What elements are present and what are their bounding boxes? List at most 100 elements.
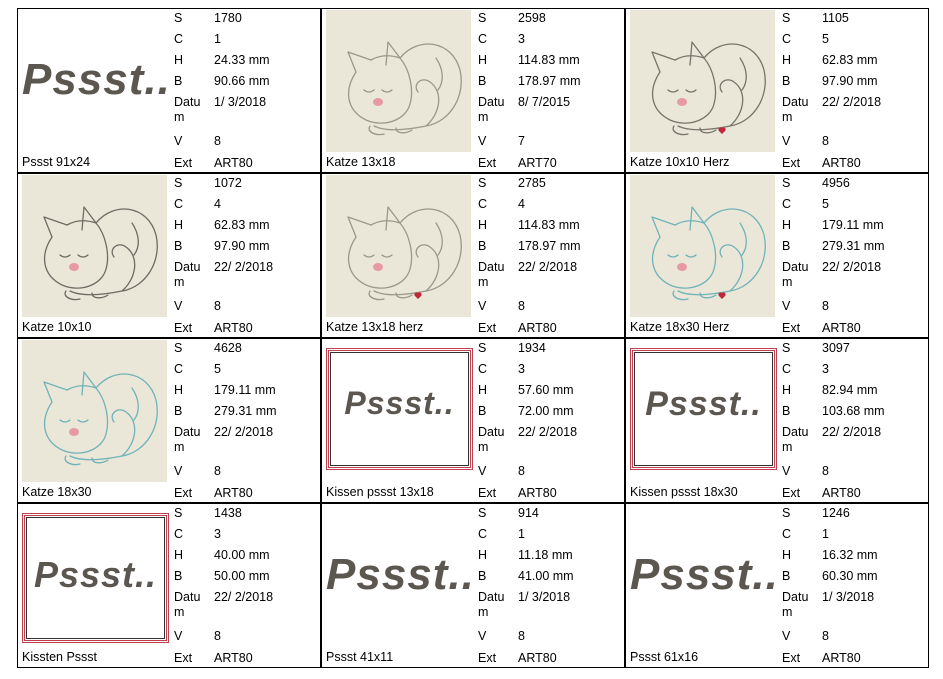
thumbnail	[630, 10, 775, 152]
field-value: ART80	[518, 486, 557, 500]
catalog-cell: Pssst.. Pssst 41x11 S 914 C 1 H 11.18 mm B 41.00 …	[321, 503, 625, 668]
cat-drawing	[22, 340, 167, 482]
field-value: 5	[214, 362, 221, 376]
item-name: Katze 18x30 Herz	[630, 320, 730, 334]
field-label: B	[174, 74, 183, 88]
field-label: B	[782, 569, 791, 583]
field-label: H	[174, 548, 184, 562]
thumbnail	[326, 10, 471, 152]
field-label: C	[174, 197, 184, 211]
field-value: 3	[518, 362, 525, 376]
field-label: Datum	[174, 95, 201, 124]
field-value: 62.83 mm	[822, 53, 878, 67]
thumbnail	[326, 175, 471, 317]
item-name: Katze 10x10 Herz	[630, 155, 730, 169]
field-label: B	[174, 404, 183, 418]
field-label: V	[174, 299, 183, 313]
field-label: S	[174, 506, 183, 520]
item-name: Katze 13x18	[326, 155, 396, 169]
field-value: 5	[822, 32, 829, 46]
field-label: V	[782, 299, 791, 313]
field-label: B	[782, 404, 791, 418]
field-value: 1	[518, 527, 525, 541]
field-label: C	[174, 362, 184, 376]
field-label: H	[782, 383, 792, 397]
field-value: 8	[518, 464, 525, 478]
field-label: B	[782, 239, 791, 253]
field-label: Ext	[478, 486, 497, 500]
pillow-text: Pssst..	[645, 385, 762, 423]
catalog-cell: Katze 18x30 Herz S 4956 C 5 H 179.11 mm B 279.31…	[625, 173, 929, 338]
field-value: 72.00 mm	[518, 404, 574, 418]
field-value: 40.00 mm	[214, 548, 270, 562]
field-value: 8	[214, 299, 221, 313]
catalog-cell: Katze 13x18 herz S 2785 C 4 H 114.83 mm B 178.97…	[321, 173, 625, 338]
cat-drawing	[326, 10, 471, 152]
field-value: 4	[518, 197, 525, 211]
field-label: Ext	[782, 321, 801, 335]
thumbnail: Pssst..	[326, 340, 473, 482]
thumbnail	[22, 175, 167, 317]
field-value: 8/ 7/2015	[518, 95, 571, 109]
field-label: V	[174, 629, 183, 643]
field-value: 22/ 2/2018	[518, 260, 578, 274]
field-label: S	[478, 506, 487, 520]
field-label: S	[478, 341, 487, 355]
item-name: Katze 18x30	[22, 485, 92, 499]
field-value: 1	[214, 32, 221, 46]
field-value: 90.66 mm	[214, 74, 270, 88]
item-name: Pssst 61x16	[630, 650, 699, 664]
catalog-cell: Katze 18x30 S 4628 C 5 H 179.11 mm B 279.31 mm Da…	[17, 338, 321, 503]
field-label: C	[782, 527, 792, 541]
pssst-text: Pssst..	[22, 55, 171, 104]
field-label: C	[174, 527, 184, 541]
field-value: 22/ 2/2018	[822, 425, 882, 439]
field-label: S	[782, 506, 791, 520]
field-value: 1/ 3/2018	[518, 590, 571, 604]
field-value: 22/ 2/2018	[822, 260, 882, 274]
field-label: V	[174, 134, 183, 148]
field-label: C	[478, 527, 488, 541]
catalog-cell: Pssst.. Kissen pssst 13x18 S 1934 C 3 H 57.60 m…	[321, 338, 625, 503]
field-label: V	[782, 464, 791, 478]
field-value: 22/ 2/2018	[214, 590, 274, 604]
field-value: 22/ 2/2018	[214, 425, 274, 439]
field-value: 8	[822, 464, 829, 478]
field-value: 62.83 mm	[214, 218, 270, 232]
field-value: 60.30 mm	[822, 569, 878, 583]
catalog-cell: Pssst.. Pssst 91x24 S 1780 C 1 H 24.33 mm B 90.66…	[17, 8, 321, 173]
field-value: 1/ 3/2018	[822, 590, 875, 604]
field-value: 8	[822, 299, 829, 313]
field-value: 4628	[214, 341, 242, 355]
field-label: H	[478, 383, 488, 397]
item-name: Kissen pssst 13x18	[326, 485, 434, 499]
field-label: B	[478, 239, 487, 253]
field-label: C	[782, 362, 792, 376]
field-label: H	[174, 218, 184, 232]
field-value: 279.31 mm	[822, 239, 885, 253]
field-value: 1105	[822, 11, 849, 25]
field-value: ART80	[822, 156, 861, 170]
field-label: B	[174, 239, 183, 253]
field-value: 3097	[822, 341, 850, 355]
field-value: 22/ 2/2018	[822, 95, 882, 109]
field-value: 2785	[518, 176, 546, 190]
pillow-frame: Pssst..	[630, 348, 777, 470]
item-name: Kissen pssst 18x30	[630, 485, 738, 499]
field-value: 1934	[518, 341, 546, 355]
cat-drawing	[630, 10, 775, 152]
field-value: 178.97 mm	[518, 74, 581, 88]
field-value: ART80	[822, 651, 861, 665]
thumbnail: Pssst..	[326, 505, 474, 647]
item-name: Katze 13x18 herz	[326, 320, 424, 334]
field-value: 1246	[822, 506, 850, 520]
catalog-cell: Katze 10x10 S 1072 C 4 H 62.83 mm B 97.90 mm Datu…	[17, 173, 321, 338]
field-label: Datum	[174, 590, 201, 619]
field-label: C	[174, 32, 184, 46]
field-label: B	[478, 74, 487, 88]
field-label: H	[782, 53, 792, 67]
field-label: Datum	[478, 590, 505, 619]
field-value: ART80	[822, 321, 861, 335]
item-name: Katze 10x10	[22, 320, 92, 334]
